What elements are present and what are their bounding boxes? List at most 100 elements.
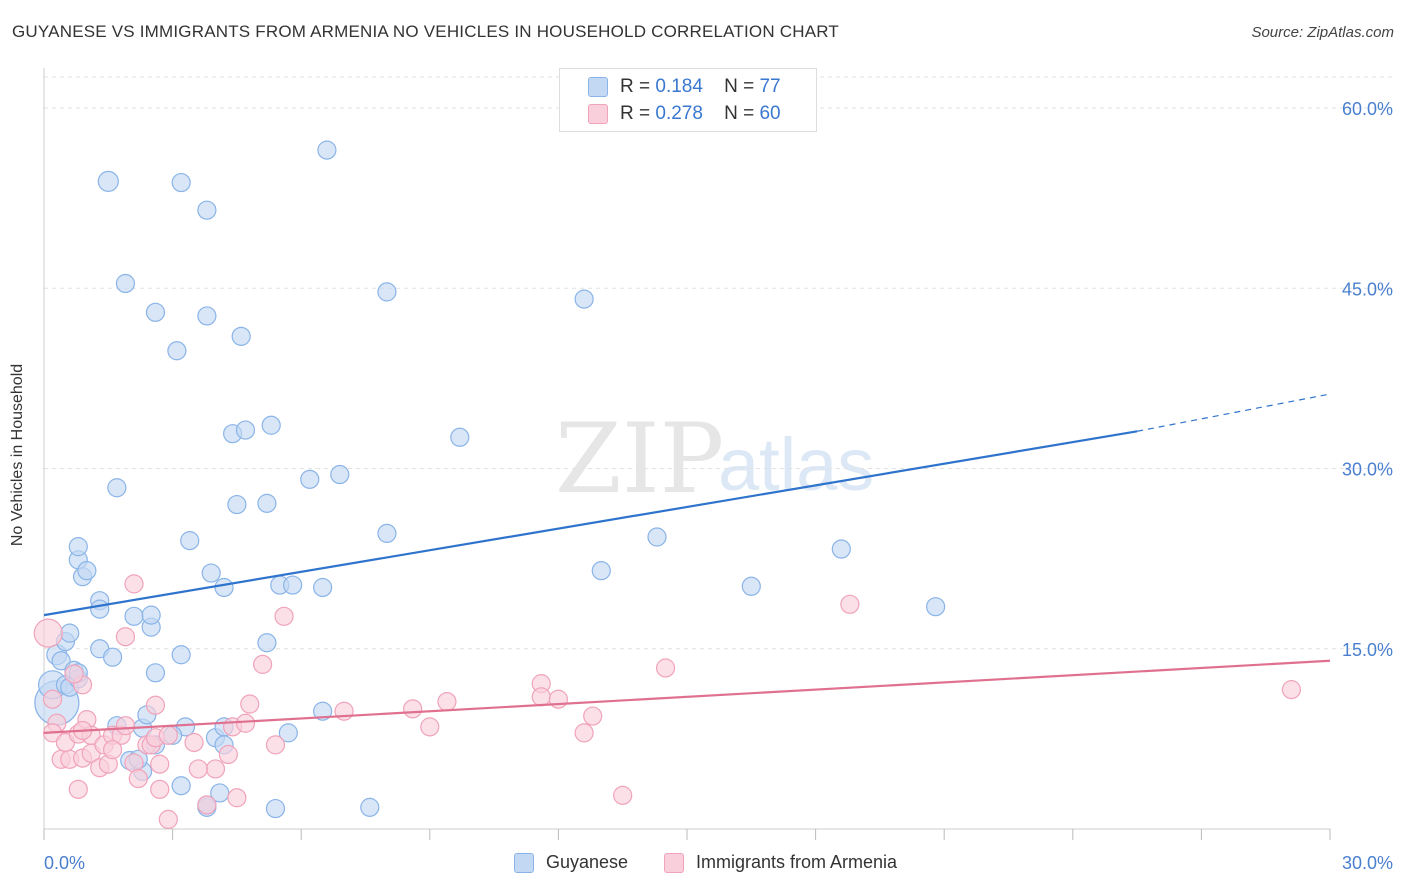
data-point (278, 723, 298, 743)
trend-line-0 (43, 430, 1138, 617)
data-point (64, 664, 84, 684)
data-point (257, 633, 277, 653)
y-tick-label: 15.0% (1342, 640, 1393, 660)
data-point (240, 694, 260, 714)
data-point (171, 645, 191, 665)
data-point (274, 606, 294, 626)
series-swatch-guyanese (514, 852, 534, 873)
data-point (257, 493, 277, 513)
x-tick-label: 0.0% (44, 853, 85, 873)
data-point (141, 605, 161, 625)
series-points-1 (33, 574, 1302, 829)
legend-r-value: 0.184 (655, 76, 703, 97)
data-point (214, 577, 234, 598)
legend-row-guyanese: R = 0.184 N = 77 (588, 75, 781, 99)
data-point (227, 494, 247, 515)
data-point (655, 658, 676, 678)
data-point (102, 740, 123, 760)
data-point (334, 701, 354, 721)
data-point (197, 306, 217, 326)
trend-lines (43, 393, 1331, 734)
data-point (205, 759, 226, 779)
data-point (300, 469, 320, 489)
watermark-atlas: atlas (718, 423, 874, 506)
data-point (377, 523, 397, 544)
legend-row-armenia: R = 0.278 N = 60 (588, 102, 781, 126)
data-point (531, 687, 551, 707)
data-point (926, 597, 946, 617)
data-point (647, 527, 667, 547)
data-point (188, 759, 208, 779)
data-point (613, 785, 633, 805)
series-legend-armenia[interactable]: Immigrants from Armenia (664, 852, 897, 873)
series-swatch-armenia (664, 852, 684, 873)
data-point (51, 651, 71, 671)
data-point (68, 537, 88, 557)
data-point (313, 577, 333, 598)
data-point (437, 692, 457, 712)
data-point (261, 415, 281, 435)
data-point (171, 172, 191, 193)
data-point (231, 326, 251, 346)
chart-title: GUYANESE VS IMMIGRANTS FROM ARMENIA NO V… (12, 22, 840, 41)
data-point (450, 427, 470, 447)
stats-legend: R = 0.184 N = 77 R = 0.278 N = 60 (559, 68, 817, 132)
y-tick-label: 30.0% (1342, 460, 1393, 480)
data-point (253, 654, 273, 674)
data-point (97, 170, 119, 192)
data-point (317, 140, 337, 160)
legend-n-label: N = (724, 103, 755, 124)
legend-n-value: 77 (759, 76, 781, 97)
data-point (313, 701, 333, 721)
series-label-guyanese: Guyanese (546, 852, 629, 872)
data-point (377, 282, 397, 302)
legend-n-label: N = (724, 76, 755, 97)
legend-r-label: R = (620, 76, 651, 97)
data-point (283, 575, 303, 595)
data-point (150, 779, 170, 799)
data-point (831, 539, 851, 559)
x-tick-label: 30.0% (1342, 853, 1393, 873)
data-point (115, 627, 136, 647)
trend-line-1 (43, 659, 1331, 734)
data-point (591, 561, 611, 581)
data-point (107, 478, 127, 498)
series-legend-guyanese[interactable]: Guyanese (514, 852, 628, 873)
data-point (150, 754, 170, 774)
data-point (265, 798, 286, 819)
series-legend: Guyanese Immigrants from Armenia (0, 852, 1406, 878)
data-point (1281, 680, 1302, 700)
data-point (171, 776, 191, 796)
data-point (102, 647, 123, 667)
legend-swatch-guyanese (588, 77, 608, 97)
data-point (218, 744, 238, 765)
watermark: ZIP atlas (555, 403, 874, 515)
data-point (574, 289, 594, 309)
legend-r-value: 0.278 (655, 103, 703, 124)
data-point (115, 716, 136, 736)
data-point (60, 623, 80, 643)
data-point (420, 717, 440, 737)
data-point (227, 788, 247, 808)
data-point (42, 689, 63, 709)
grid-lines (44, 76, 1392, 650)
data-point (574, 723, 594, 743)
series-points-0 (34, 140, 946, 819)
data-point (180, 531, 200, 551)
legend-swatch-armenia (588, 104, 608, 124)
tick-labels: 15.0% 30.0% 45.0% 60.0% 0.0% 30.0% (44, 99, 1393, 873)
y-tick-label: 60.0% (1342, 99, 1393, 119)
data-point (583, 706, 603, 726)
series-label-armenia: Immigrants from Armenia (696, 852, 898, 872)
watermark-zip: ZIP (555, 403, 724, 515)
data-point (197, 795, 217, 815)
data-point (90, 599, 110, 619)
data-point (197, 200, 217, 220)
data-point (158, 725, 178, 745)
data-point (330, 464, 350, 485)
data-point (124, 574, 144, 594)
data-point (201, 563, 221, 583)
data-point (145, 663, 166, 683)
data-point (360, 797, 380, 817)
data-points (33, 140, 1302, 829)
